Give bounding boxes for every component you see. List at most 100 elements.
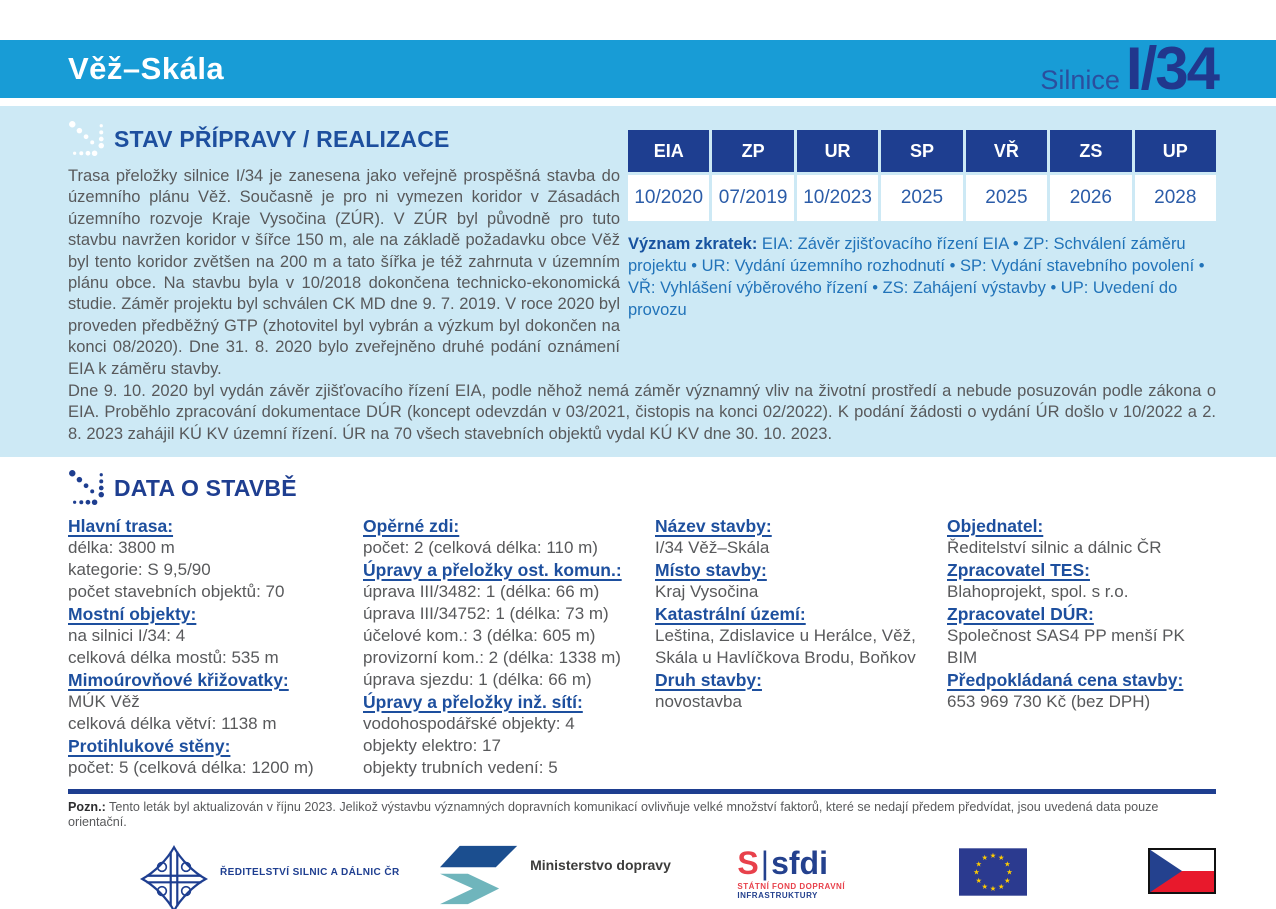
- sfdi-wordmark: S|sfdi: [737, 845, 959, 881]
- data-group-line: Kraj Vysočina: [655, 582, 759, 601]
- data-group-line: I/34 Věž–Skála: [655, 538, 770, 557]
- leaflet-page: Věž–Skála Silnice I/34: [0, 35, 1276, 909]
- rsd-interchange-icon: [139, 844, 209, 909]
- data-group-heading: Opěrné zdi:: [363, 516, 460, 536]
- data-group-heading: Katastrální území:: [655, 604, 806, 624]
- dots-decoration-icon: [69, 121, 105, 157]
- status-section-title: STAV PŘÍPRAVY / REALIZACE: [114, 125, 450, 152]
- svg-text:★: ★: [1004, 859, 1010, 868]
- sfdi-subtitle-line1: STÁTNÍ FOND DOPRAVNÍ: [737, 882, 846, 891]
- ministry-of-transport-label: Ministerstvo dopravy: [530, 857, 671, 873]
- ministry-of-transport-icon: [440, 845, 518, 905]
- sfdi-divider: |: [760, 845, 770, 881]
- status-section-header: STAV PŘÍPRAVY / REALIZACE: [68, 120, 620, 158]
- data-columns: Hlavní trasa: délka: 3800 m kategorie: S 9…: [68, 515, 1216, 779]
- data-group-line: délka: 3800 m: [68, 538, 175, 557]
- data-group-heading: Zpracovatel DÚR:: [947, 604, 1094, 624]
- milestone-table-value-row: 10/2020 07/2019 10/2023 2025 2025 2026 2028: [628, 175, 1216, 221]
- data-group-line: celková délka větví: 1138 m: [68, 714, 277, 733]
- milestone-value-cell: 10/2020: [628, 175, 710, 221]
- svg-text:★: ★: [990, 884, 996, 893]
- czech-flag: [1148, 844, 1217, 899]
- eu-flag: ★ ★ ★ ★ ★ ★ ★ ★ ★ ★ ★ ★: [959, 844, 1148, 901]
- data-group-heading: Protihlukové stěny:: [68, 736, 231, 756]
- road-label: Silnice: [1040, 65, 1120, 95]
- svg-text:★: ★: [998, 853, 1004, 862]
- status-paragraph-full: Dne 9. 10. 2020 byl vydán závěr zjišťova…: [68, 382, 1216, 443]
- milestone-header-cell: ZP: [712, 130, 794, 172]
- data-group-heading: Název stavby:: [655, 516, 772, 536]
- data-group-line: 653 969 730 Kč (bez DPH): [947, 692, 1151, 711]
- milestone-value-cell: 2025: [965, 175, 1048, 221]
- milestone-table-header-row: EIA ZP UR SP VŘ ZS UP: [628, 130, 1216, 172]
- footnote: Pozn.: Tento leták byl aktualizován v ří…: [68, 800, 1216, 830]
- czech-flag-icon: [1148, 848, 1217, 894]
- svg-text:★: ★: [1006, 868, 1012, 877]
- milestone-value-cell: 2025: [881, 175, 963, 221]
- milestone-header-cell: UP: [1134, 130, 1216, 172]
- abbreviations-label: Význam zkratek:: [628, 235, 758, 253]
- footnote-text: Tento leták byl aktualizován v říjnu 202…: [68, 800, 1159, 829]
- svg-text:★: ★: [982, 882, 988, 891]
- eu-flag-icon: ★ ★ ★★ ★★ ★★ ★★ ★★: [959, 848, 1028, 896]
- data-group-line: vodohospodářské objekty: 4: [363, 714, 575, 733]
- data-group-heading: Mimoúrovňové křižovatky:: [68, 670, 289, 690]
- svg-text:★: ★: [974, 868, 980, 877]
- data-group-line: provizorní kom.: 2 (délka: 1338 m): [363, 648, 621, 667]
- double-rule: [68, 789, 1216, 794]
- road-number: I/34: [1125, 35, 1220, 102]
- abbreviations-text: EIA: Závěr zjišťovacího řízení EIA • ZP:…: [628, 235, 1205, 319]
- data-group-heading: Mostní objekty:: [68, 604, 197, 624]
- sfdi-logo: S|sfdi STÁTNÍ FOND DOPRAVNÍ INFRASTRUKTU…: [737, 844, 959, 900]
- data-group-heading: Úpravy a přeložky ost. komun.:: [363, 560, 622, 580]
- milestone-value-cell: 07/2019: [712, 175, 794, 221]
- abbreviations-note: Význam zkratek: EIA: Závěr zjišťovacího …: [628, 233, 1216, 321]
- data-section: DATA O STAVBĚ Hlavní trasa: délka: 3800 m…: [0, 457, 1276, 909]
- sfdi-s-glyph: S: [737, 845, 759, 881]
- road-designation: Silnice I/34: [1040, 35, 1220, 102]
- data-group-line: úprava III/3482: 1 (délka: 66 m): [363, 582, 600, 601]
- milestone-header-cell: UR: [796, 130, 879, 172]
- milestone-header-cell: VŘ: [965, 130, 1048, 172]
- data-group-line: Leština, Zdislavice u Herálce, Věž, Skál…: [655, 626, 916, 667]
- data-group-line: Ředitelství silnic a dálnic ČR: [947, 538, 1162, 557]
- data-group-line: objekty trubních vedení: 5: [363, 758, 558, 777]
- data-group-line: MÚK Věž: [68, 692, 140, 711]
- dots-decoration-icon: [69, 470, 105, 506]
- data-group-line: novostavba: [655, 692, 742, 711]
- milestone-value-cell: 10/2023: [796, 175, 879, 221]
- status-paragraph-main: Trasa přeložky silnice I/34 je zanesena …: [68, 167, 620, 378]
- data-group-heading: Zpracovatel TES:: [947, 560, 1090, 580]
- data-group-heading: Druh stavby:: [655, 670, 762, 690]
- data-group-heading: Předpokládaná cena stavby:: [947, 670, 1184, 690]
- milestone-header-cell: SP: [881, 130, 963, 172]
- data-column: Název stavby: I/34 Věž–Skála Místo stavby:…: [655, 515, 947, 779]
- sfdi-word: sfdi: [771, 845, 828, 881]
- svg-text:★: ★: [998, 882, 1004, 891]
- milestone-header-cell: ZS: [1050, 130, 1132, 172]
- data-column: Objednatel: Ředitelství silnic a dálnic Č…: [947, 515, 1216, 779]
- data-group-line: objekty elektro: 17: [363, 736, 501, 755]
- sfdi-subtitle-line2: INFRASTRUKTURY: [737, 891, 818, 900]
- page-title: Věž–Skála: [68, 51, 225, 86]
- data-group-line: účelové kom.: 3 (délka: 605 m): [363, 626, 596, 645]
- data-group-line: úprava III/34752: 1 (délka: 73 m): [363, 604, 609, 623]
- data-section-title: DATA O STAVBĚ: [114, 474, 297, 501]
- data-group-line: na silnici I/34: 4: [68, 626, 186, 645]
- milestone-value-cell: 2026: [1050, 175, 1132, 221]
- data-group-heading: Úpravy a přeložky inž. sítí:: [363, 692, 583, 712]
- data-group-heading: Objednatel:: [947, 516, 1044, 536]
- svg-text:★: ★: [976, 876, 982, 885]
- data-group-line: Blahoprojekt, spol. s r.o.: [947, 582, 1129, 601]
- data-group-line: počet stavebních objektů: 70: [68, 582, 285, 601]
- logos-row: ŘEDITELSTVÍ SILNIC A DÁLNIC ČR Ministers…: [68, 844, 1217, 909]
- svg-text:★: ★: [982, 853, 988, 862]
- data-group-line: Společnost SAS4 PP menší PK BIM: [947, 626, 1185, 667]
- header-bar: Věž–Skála Silnice I/34: [0, 35, 1276, 102]
- data-group-heading: Místo stavby:: [655, 560, 767, 580]
- data-group-line: počet: 2 (celková délka: 110 m): [363, 538, 598, 557]
- svg-text:★: ★: [976, 859, 982, 868]
- ministry-of-transport-logo: Ministerstvo dopravy: [440, 844, 737, 906]
- rsd-logo: ŘEDITELSTVÍ SILNIC A DÁLNIC ČR: [138, 844, 440, 909]
- rsd-logo-label: ŘEDITELSTVÍ SILNIC A DÁLNIC ČR: [220, 866, 400, 878]
